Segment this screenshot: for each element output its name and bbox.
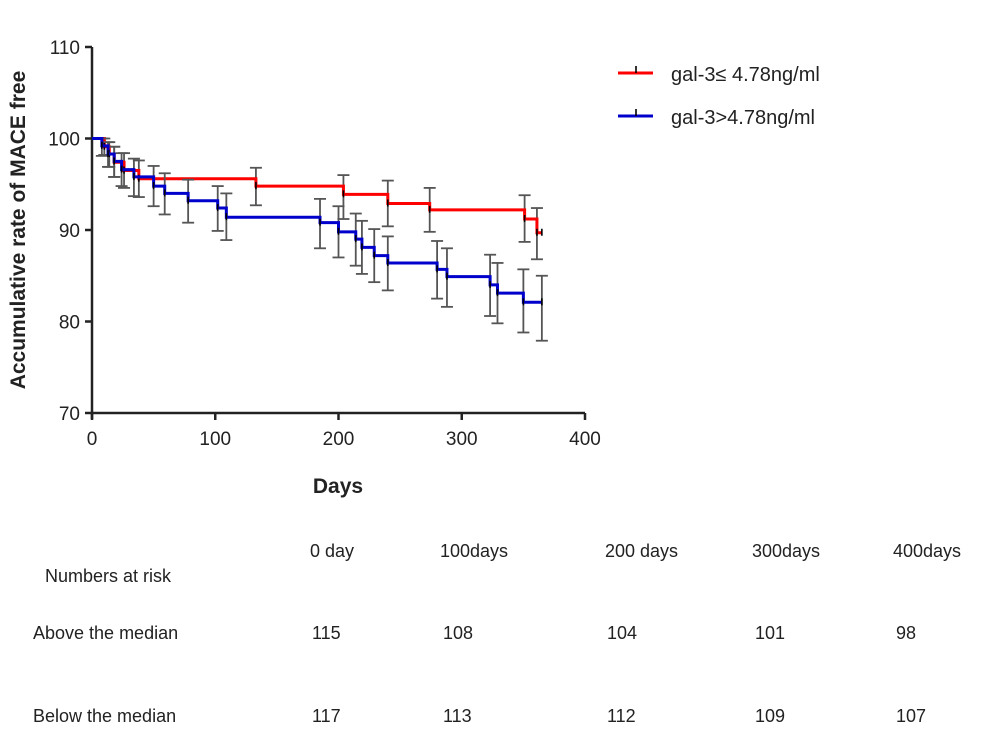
risk-cell: 112 bbox=[607, 706, 636, 726]
legend: gal-3≤ 4.78ng/ml gal-3>4.78ng/ml bbox=[618, 64, 820, 129]
y-tick-label: 110 bbox=[50, 38, 80, 59]
error-bar bbox=[535, 274, 548, 342]
risk-cell: 117 bbox=[312, 706, 341, 726]
km-chart: 70 80 90 100 110 0 100 200 300 400 gal-3≤ 4.78ng/… bbox=[7, 38, 820, 498]
x-axis-title: Days bbox=[313, 475, 363, 498]
risk-row-label: Below the median bbox=[33, 706, 177, 726]
risk-col-header: 400days bbox=[893, 541, 962, 561]
risk-cell: 115 bbox=[312, 623, 341, 643]
x-tick-label: 0 bbox=[87, 429, 98, 450]
legend-label: gal-3>4.78ng/ml bbox=[671, 107, 815, 129]
y-tick-label: 80 bbox=[59, 313, 80, 334]
risk-table-title: Numbers at risk bbox=[45, 566, 172, 586]
y-axis-title: Accumulative rate of MACE free bbox=[7, 71, 30, 390]
risk-cell: 98 bbox=[896, 623, 917, 643]
risk-cell: 107 bbox=[896, 706, 927, 726]
y-tick-label: 90 bbox=[59, 221, 80, 242]
risk-col-header: 100days bbox=[440, 541, 509, 561]
x-tick-label: 300 bbox=[446, 429, 478, 450]
legend-item: gal-3≤ 4.78ng/ml bbox=[618, 64, 820, 86]
axes: 70 80 90 100 110 0 100 200 300 400 bbox=[48, 38, 601, 450]
y-tick-label: 70 bbox=[59, 404, 80, 425]
x-tick-label: 100 bbox=[199, 429, 231, 450]
legend-item: gal-3>4.78ng/ml bbox=[618, 107, 815, 129]
risk-cell: 113 bbox=[443, 706, 472, 726]
y-tick-label: 100 bbox=[48, 130, 80, 151]
legend-label: gal-3≤ 4.78ng/ml bbox=[671, 64, 820, 86]
risk-cell: 101 bbox=[755, 623, 786, 643]
x-tick-label: 200 bbox=[323, 429, 355, 450]
series-group bbox=[92, 137, 548, 342]
survival-curve bbox=[92, 137, 542, 304]
risk-col-header: 0 day bbox=[310, 541, 355, 561]
risk-col-header: 200 days bbox=[605, 541, 679, 561]
risk-cell: 109 bbox=[755, 706, 786, 726]
x-tick-label: 400 bbox=[569, 429, 601, 450]
risk-cell: 104 bbox=[607, 623, 638, 643]
series-high-gal3 bbox=[92, 137, 548, 342]
risk-cell: 108 bbox=[443, 623, 474, 643]
risk-col-header: 300days bbox=[752, 541, 821, 561]
risk-row-label: Above the median bbox=[33, 623, 179, 643]
